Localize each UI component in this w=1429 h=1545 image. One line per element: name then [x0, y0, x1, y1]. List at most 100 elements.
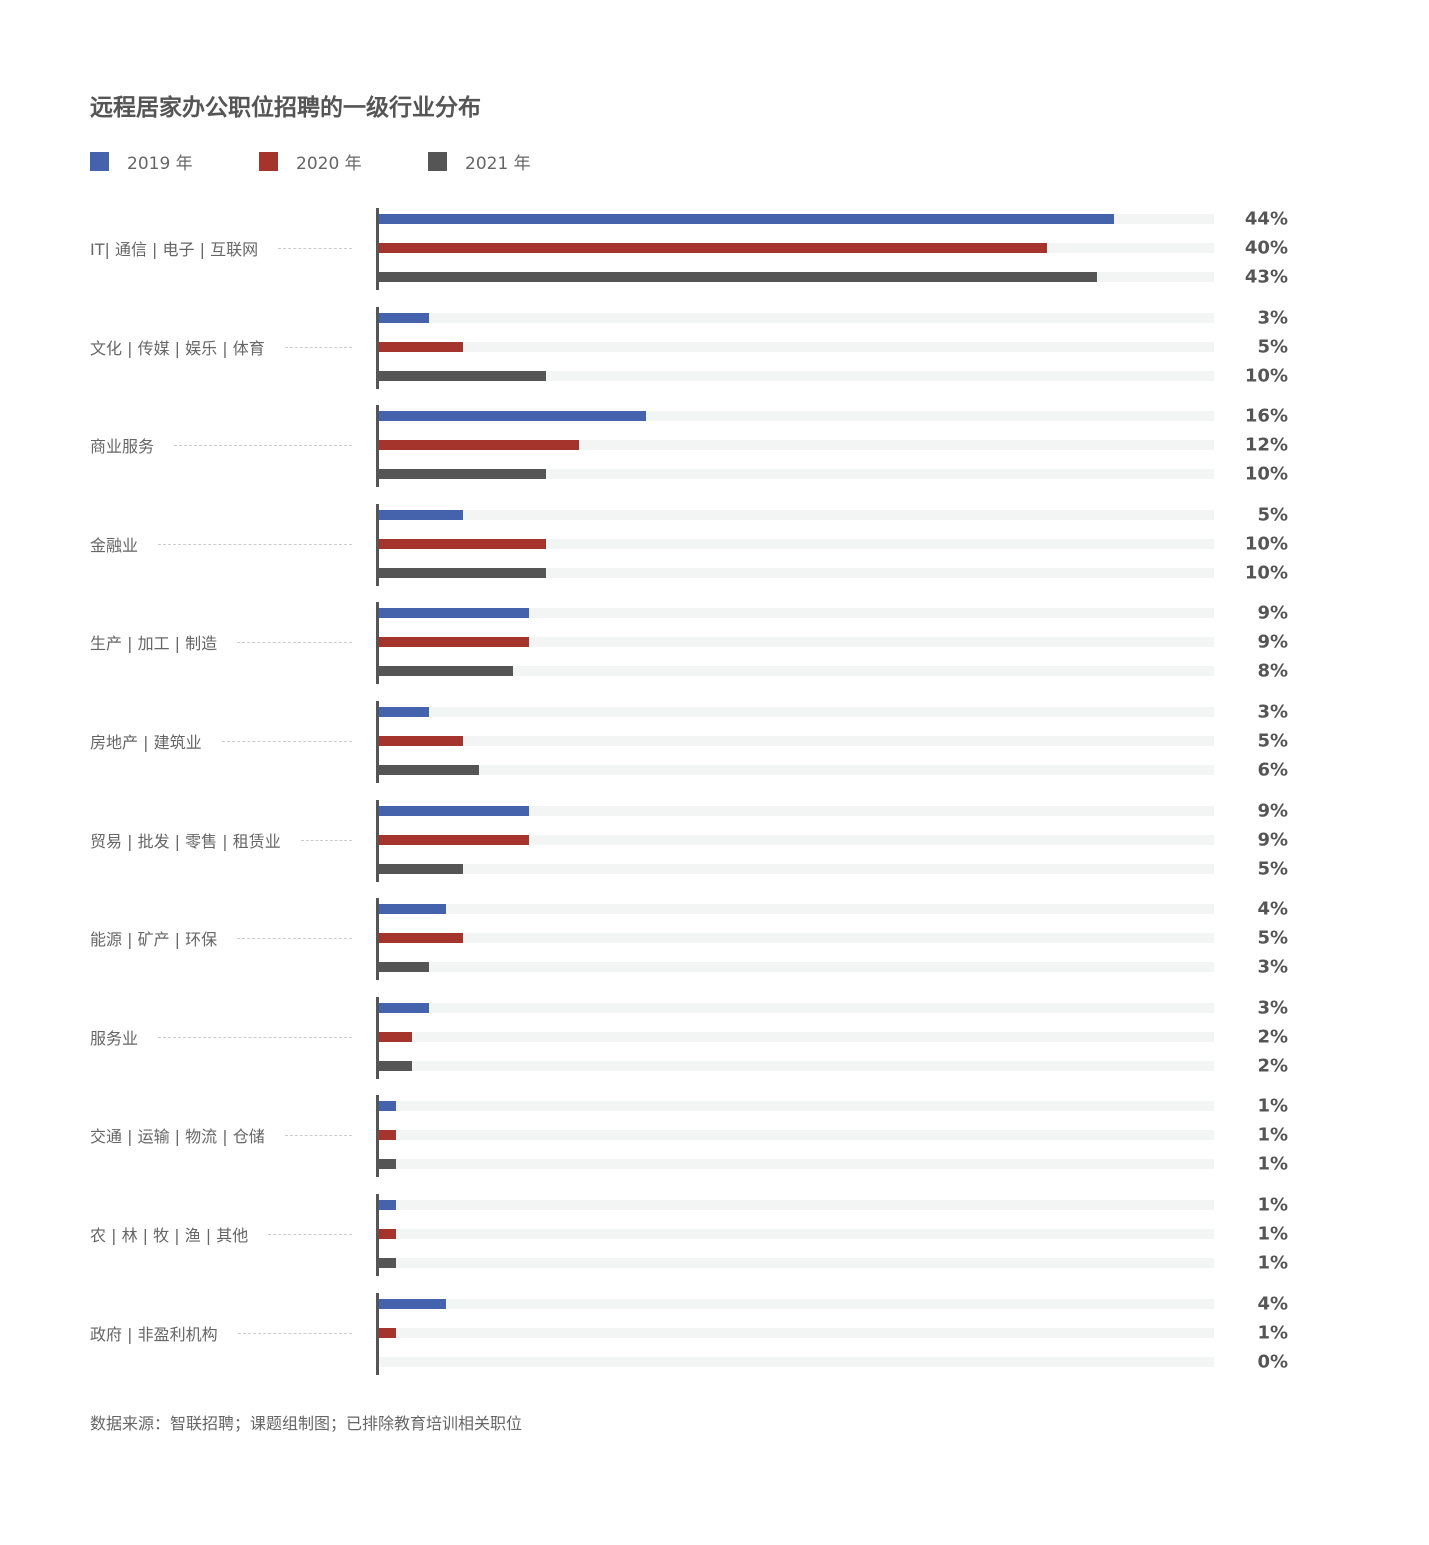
legend-swatch — [90, 151, 109, 171]
bar-track — [379, 834, 1214, 845]
bar — [379, 863, 463, 874]
leader-line — [237, 1332, 352, 1334]
legend-label: 2019 年 — [127, 153, 193, 174]
axis-line — [376, 799, 379, 882]
bar-track — [379, 637, 1214, 648]
bar-track — [379, 411, 1214, 422]
leader-line — [237, 642, 352, 644]
category-label: 文化 | 传媒 | 娱乐 | 体育 — [90, 338, 265, 358]
bar-track — [379, 1200, 1214, 1210]
bar-track — [379, 538, 1214, 549]
bar-track — [379, 1159, 1214, 1170]
bar — [379, 1200, 396, 1210]
axis-line — [376, 898, 379, 981]
bar-track — [379, 312, 1214, 323]
category-label: 服务业 — [90, 1028, 139, 1048]
bar-track — [379, 1298, 1214, 1309]
value-label: 1% — [1257, 1322, 1288, 1344]
bar-track — [379, 469, 1214, 480]
bar-track — [379, 509, 1214, 520]
value-label: 1% — [1257, 1223, 1288, 1245]
axis-line — [376, 602, 379, 685]
bar-track — [379, 1060, 1214, 1071]
source-note: 数据来源：智联招聘；课题组制图；已排除教育培训相关职位 — [90, 1414, 523, 1433]
value-label: 9% — [1257, 800, 1288, 822]
bar — [379, 440, 580, 451]
leader-line — [268, 1234, 352, 1235]
bar — [379, 1130, 396, 1141]
axis-line — [376, 503, 379, 586]
value-label: 16% — [1244, 405, 1288, 427]
value-label: 12% — [1244, 434, 1288, 456]
bar-track — [379, 736, 1214, 746]
value-label: 1% — [1257, 1095, 1288, 1117]
bar-track — [379, 962, 1214, 973]
category-label: 金融业 — [90, 535, 139, 555]
category-label: IT| 通信 | 电子 | 互联网 — [90, 240, 259, 259]
value-label: 0% — [1257, 1351, 1288, 1373]
axis-line — [376, 306, 379, 389]
bar-track — [379, 1229, 1214, 1239]
value-label: 43% — [1244, 266, 1288, 288]
axis-line — [376, 405, 379, 488]
bar — [379, 1031, 413, 1042]
value-label: 5% — [1257, 730, 1288, 752]
category-label: 贸易 | 批发 | 零售 | 租赁业 — [90, 831, 281, 851]
bar — [379, 1101, 396, 1112]
leader-line — [284, 1135, 352, 1137]
value-label: 9% — [1257, 631, 1288, 653]
bar — [379, 370, 546, 381]
bar-track — [379, 1101, 1214, 1112]
axis-line — [376, 1194, 379, 1276]
category-label: 交通 | 运输 | 物流 | 仓储 — [90, 1127, 265, 1147]
bar — [379, 214, 1114, 224]
bar — [379, 666, 513, 677]
legend-label: 2020 年 — [296, 153, 362, 174]
bar-track — [379, 341, 1214, 352]
value-label: 10% — [1244, 562, 1288, 584]
bar — [379, 1229, 396, 1239]
leader-line — [300, 839, 352, 841]
bar — [379, 243, 1047, 253]
bar-track — [379, 863, 1214, 874]
bar — [379, 962, 430, 973]
value-label: 2% — [1257, 1026, 1288, 1048]
value-label: 1% — [1257, 1124, 1288, 1146]
value-label: 6% — [1257, 759, 1288, 781]
bar — [379, 736, 463, 746]
category-label: 政府 | 非盈利机构 — [90, 1324, 218, 1344]
axis-line — [376, 996, 379, 1079]
leader-line — [284, 346, 352, 348]
leader-line — [158, 543, 352, 545]
bar — [379, 538, 546, 549]
bar-track — [379, 1327, 1214, 1338]
bar — [379, 707, 430, 717]
leader-line — [221, 741, 352, 742]
bar — [379, 1298, 446, 1309]
bar — [379, 637, 530, 648]
axis-line — [376, 701, 379, 783]
leader-line — [278, 248, 352, 249]
bar — [379, 411, 647, 422]
bar — [379, 765, 480, 775]
value-label: 1% — [1257, 1194, 1288, 1216]
bar — [379, 1002, 430, 1013]
value-label: 10% — [1244, 533, 1288, 555]
legend-item: 2021 年 — [428, 150, 531, 174]
value-label: 3% — [1257, 956, 1288, 978]
bar — [379, 341, 463, 352]
category-label: 生产 | 加工 | 制造 — [90, 634, 218, 654]
value-label: 4% — [1257, 1293, 1288, 1315]
bar — [379, 509, 463, 520]
axis-line — [376, 208, 379, 290]
chart-title: 远程居家办公职位招聘的一级行业分布 — [90, 95, 481, 121]
axis-line — [376, 1292, 379, 1375]
bar-track — [379, 1258, 1214, 1268]
bar-track — [379, 370, 1214, 381]
bar-track — [379, 567, 1214, 578]
bar — [379, 1327, 396, 1338]
bar-track — [379, 1031, 1214, 1042]
legend-item: 2020 年 — [259, 150, 362, 174]
bar — [379, 904, 446, 915]
bar-track — [379, 440, 1214, 451]
